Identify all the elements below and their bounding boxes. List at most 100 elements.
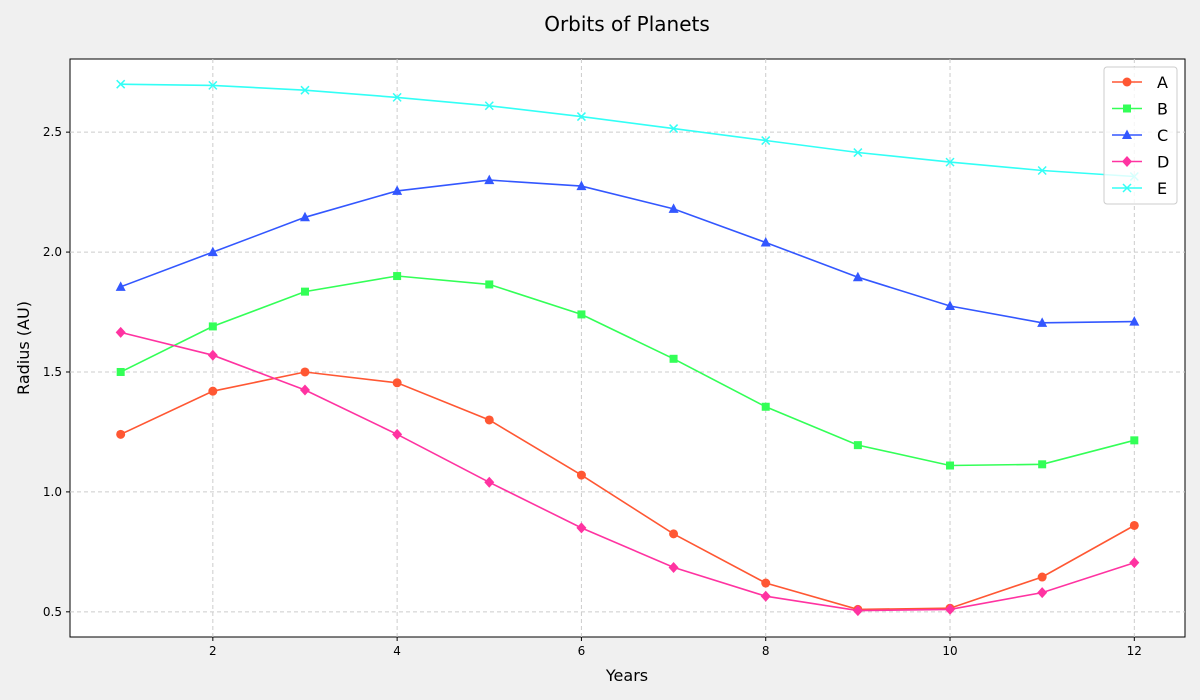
series-line-C	[120, 179, 1135, 324]
data-point-D	[945, 603, 956, 615]
x-tick-label: 4	[393, 644, 401, 658]
y-tick-label: 2.0	[43, 245, 62, 259]
data-point-A	[484, 415, 494, 425]
data-point-D	[207, 349, 218, 361]
legend-marker	[1122, 77, 1132, 87]
legend-marker	[1122, 129, 1132, 139]
data-point-B	[485, 280, 494, 289]
legend-item-D: D	[1112, 153, 1169, 172]
data-point-B	[208, 322, 217, 331]
x-tick-label: 2	[209, 644, 217, 658]
y-tick-label: 2.5	[43, 125, 62, 139]
tick-layer: 2 4 6 8 10 12 0.5 1.0 1.5 2.0 2.5	[43, 125, 1142, 658]
data-point-C	[115, 281, 126, 291]
data-point-E	[853, 148, 863, 158]
data-point-B	[853, 441, 862, 450]
legend-marker	[1122, 183, 1132, 193]
data-point-B	[393, 272, 402, 281]
legend-item-E: E	[1112, 179, 1167, 198]
series-C	[115, 174, 1140, 327]
data-point-E	[392, 92, 402, 102]
x-tick-label: 6	[578, 644, 586, 658]
data-point-C	[760, 236, 771, 247]
data-point-A	[1037, 572, 1047, 582]
data-point-E	[669, 124, 679, 134]
series-E	[116, 79, 1139, 182]
legend-item-A: A	[1112, 73, 1168, 92]
data-point-D	[760, 590, 771, 602]
data-point-B	[946, 461, 955, 470]
data-point-A	[669, 529, 679, 539]
data-point-E	[208, 80, 218, 90]
data-point-E	[484, 101, 494, 111]
plot-area	[69, 58, 1186, 638]
series-line-E	[120, 83, 1135, 178]
data-point-B	[116, 367, 125, 376]
y-tick-label: 1.0	[43, 485, 62, 499]
data-point-C	[484, 174, 495, 185]
series-layer	[115, 79, 1140, 617]
data-point-C	[392, 185, 403, 195]
data-point-E	[576, 112, 586, 122]
data-point-D	[299, 384, 310, 396]
data-point-A	[300, 367, 310, 377]
x-axis-label: Years	[605, 666, 648, 685]
legend-label: C	[1157, 126, 1168, 145]
grid-layer	[70, 59, 1185, 637]
legend-label: E	[1157, 179, 1167, 198]
x-tick-label: 12	[1127, 644, 1142, 658]
data-point-A	[116, 429, 126, 439]
data-point-B	[1038, 460, 1047, 469]
data-point-B	[300, 287, 309, 296]
data-point-D	[852, 605, 863, 617]
data-point-D	[392, 428, 403, 440]
data-point-D	[115, 326, 126, 338]
data-point-A	[392, 378, 402, 388]
legend-label: B	[1157, 100, 1168, 119]
data-point-A	[208, 386, 218, 396]
data-point-E	[945, 157, 955, 167]
series-line-A	[120, 371, 1135, 611]
data-point-B	[761, 402, 770, 411]
data-point-C	[1037, 317, 1048, 327]
data-point-D	[1129, 557, 1140, 569]
y-axis-label: Radius (AU)	[14, 301, 33, 395]
data-point-E	[300, 85, 310, 95]
data-point-D	[668, 561, 679, 573]
data-point-C	[945, 300, 956, 311]
legend-label: D	[1157, 153, 1169, 172]
data-point-C	[207, 246, 218, 257]
data-point-E	[761, 136, 771, 146]
legend-marker	[1123, 104, 1131, 113]
legend-item-C: C	[1112, 126, 1168, 145]
y-tick-label: 1.5	[43, 365, 62, 379]
legend-marker	[1122, 156, 1132, 167]
data-point-C	[852, 271, 863, 282]
data-point-C	[1129, 316, 1140, 326]
x-tick-label: 10	[942, 644, 957, 658]
chart-title: Orbits of Planets	[544, 12, 710, 36]
series-D	[115, 326, 1140, 617]
data-point-E	[116, 79, 126, 89]
data-point-D	[576, 522, 587, 534]
data-point-C	[668, 203, 679, 213]
data-point-A	[576, 470, 586, 480]
data-point-A	[761, 578, 771, 588]
series-line-B	[120, 275, 1135, 467]
data-point-D	[1037, 587, 1048, 599]
legend-label: A	[1157, 73, 1168, 92]
series-line-D	[120, 331, 1135, 612]
data-point-C	[299, 211, 310, 222]
data-point-B	[669, 354, 678, 363]
x-tick-label: 8	[762, 644, 770, 658]
data-point-B	[1130, 436, 1139, 445]
legend-item-B: B	[1112, 100, 1168, 119]
data-point-A	[1129, 520, 1139, 530]
data-point-E	[1037, 165, 1047, 176]
data-point-C	[576, 180, 587, 191]
data-point-B	[577, 310, 586, 319]
y-tick-label: 0.5	[43, 605, 62, 619]
